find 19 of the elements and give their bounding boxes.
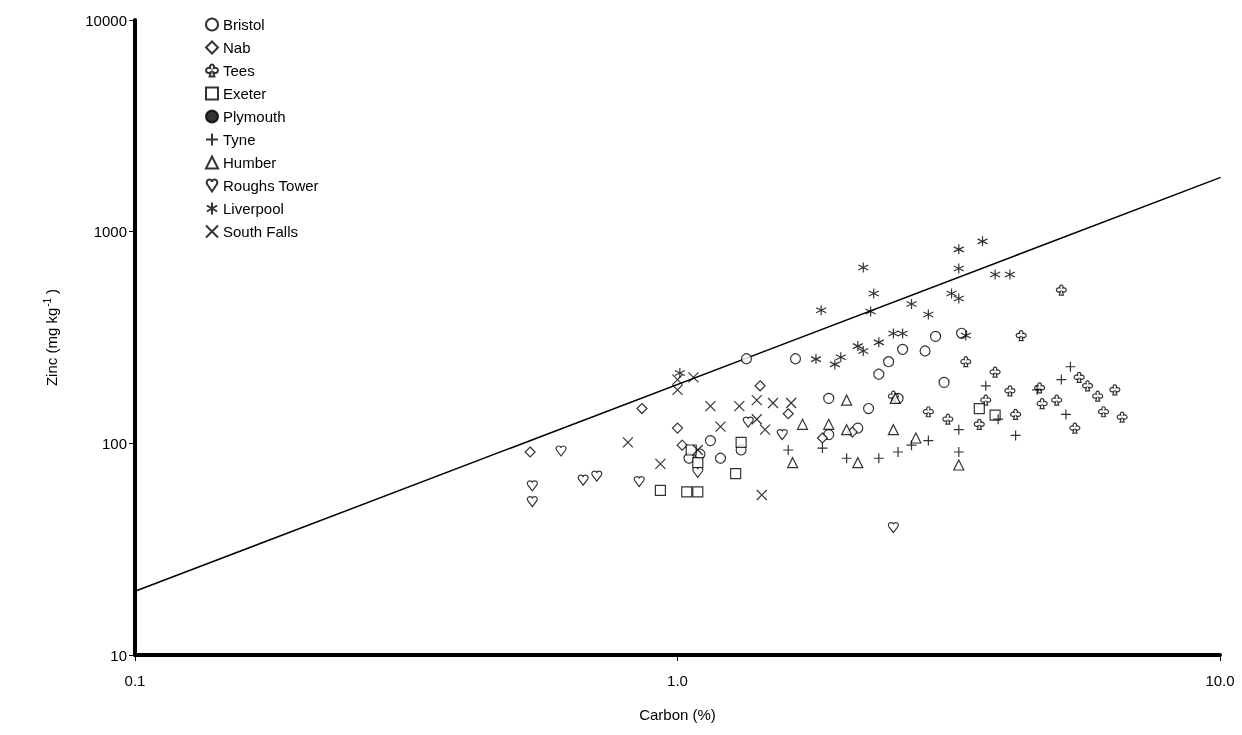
- x-axis-title: Carbon (%): [639, 706, 716, 723]
- legend-label: South Falls: [223, 223, 299, 240]
- legend-label: Bristol: [223, 16, 265, 33]
- legend-label: Tyne: [223, 131, 256, 148]
- y-tick-label: 1000: [93, 223, 127, 241]
- x-tick-label: 0.1: [124, 672, 146, 689]
- y-tick-label: 10: [110, 646, 127, 664]
- x-tick-label: 10.0: [1205, 672, 1235, 689]
- legend-label: Roughs Tower: [223, 177, 319, 194]
- y-tick-label: 100: [101, 434, 127, 452]
- legend-label: Nab: [223, 39, 251, 56]
- x-tick-label: 1.0: [667, 672, 688, 689]
- y-tick-label: 10000: [85, 11, 127, 29]
- legend-label: Humber: [223, 154, 277, 171]
- legend-label: Tees: [223, 62, 255, 79]
- legend-label: Plymouth: [223, 108, 286, 125]
- legend-label: Liverpool: [223, 200, 284, 217]
- legend-label: Exeter: [223, 85, 267, 102]
- y-axis-title: Zinc (mg kg-1): [41, 288, 60, 387]
